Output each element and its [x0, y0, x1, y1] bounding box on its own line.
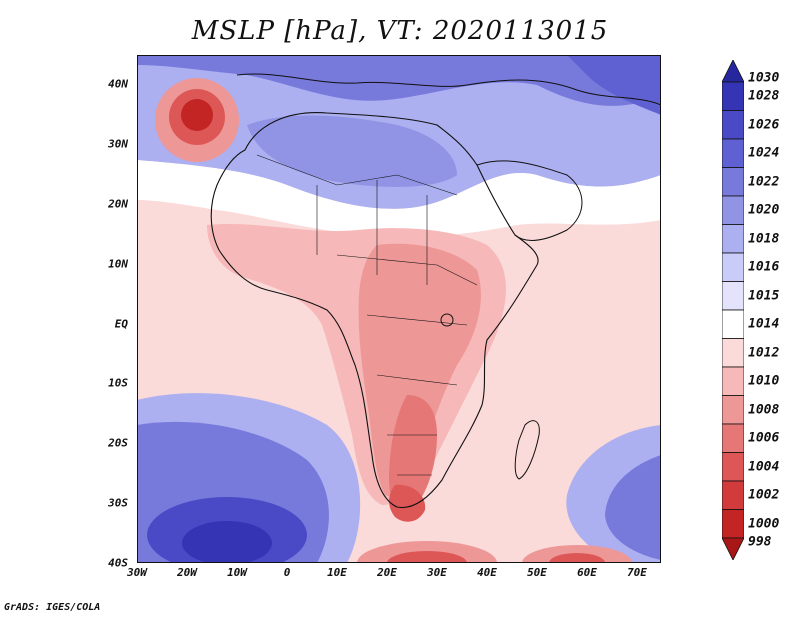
y-tick-label: EQ: [114, 317, 128, 331]
colorbar-label: 1002: [748, 487, 780, 503]
colorbar-label: 1016: [748, 259, 780, 275]
x-tick-label: 30W: [127, 566, 147, 579]
colorbar-label: 1004: [748, 459, 780, 475]
x-tick-label: 70E: [627, 566, 647, 579]
colorbar-segment: [722, 423, 744, 453]
footer-credit: GrADS: IGES/COLA: [4, 602, 101, 613]
colorbar-label: 1006: [748, 430, 780, 446]
lake-victoria: [440, 313, 454, 327]
colorbar-segment: [722, 224, 744, 254]
colorbar-label: 1028: [748, 88, 780, 104]
x-tick-label: 10W: [227, 566, 247, 579]
y-tick-label: 20N: [108, 197, 128, 211]
x-tick-label: 0: [283, 566, 291, 579]
africa-coastline: [210, 112, 539, 509]
colorbar-segment: [722, 281, 744, 311]
colorbar-label: 1014: [748, 316, 780, 332]
ne-high: [567, 55, 661, 115]
colorbar-segment: [722, 81, 744, 111]
colorbar-segment: [722, 252, 744, 282]
south-atlantic-high-center: [182, 521, 272, 563]
arabia-outline: [476, 160, 583, 241]
colorbar-segment: [722, 138, 744, 168]
colorbar-label: 1018: [748, 231, 780, 247]
x-tick-label: 50E: [527, 566, 547, 579]
country-borders: [256, 154, 478, 476]
colorbar-label: 1030: [748, 70, 780, 86]
colorbar-label: 1010: [748, 373, 780, 389]
x-tick-label: 40E: [477, 566, 497, 579]
cape-low: [389, 484, 426, 522]
sahara-high: [247, 115, 457, 187]
atlantic-low-core: [181, 99, 213, 131]
madagascar-outline: [514, 420, 540, 480]
x-tick-label: 10E: [327, 566, 347, 579]
colorbar-segment: [722, 110, 744, 140]
y-tick-label: 30S: [108, 496, 128, 510]
colorbar-segment: [722, 167, 744, 197]
y-tick-label: 40N: [108, 77, 128, 91]
north-high-core: [137, 55, 661, 106]
south-indian-high-core: [605, 455, 661, 560]
colorbar-top-arrow: [722, 60, 744, 83]
y-tick-label: 30N: [108, 137, 128, 151]
x-tick-label: 20W: [177, 566, 197, 579]
central-low: [358, 243, 481, 496]
y-tick-label: 40S: [108, 556, 128, 570]
colorbar-segment: [722, 366, 744, 396]
colorbar-label: 998: [748, 534, 772, 550]
colorbar-segment: [722, 509, 744, 539]
y-tick-label: 20S: [108, 436, 128, 450]
y-tick-label: 10N: [108, 257, 128, 271]
colorbar-segment: [722, 395, 744, 425]
x-tick-label: 60E: [577, 566, 597, 579]
pressure-map: [137, 55, 661, 563]
colorbar-label: 1000: [748, 516, 780, 532]
southern-low-2-core: [549, 553, 605, 563]
europe-coastline: [236, 73, 661, 106]
chart-title: MSLP [hPa], VT: 2020113015: [191, 16, 609, 46]
colorbar-segment: [722, 195, 744, 225]
colorbar-segment: [722, 480, 744, 510]
colorbar-segment: [722, 338, 744, 368]
colorbar-label: 1012: [748, 345, 780, 361]
colorbar-label: 1026: [748, 117, 780, 133]
southern-trough: [389, 395, 437, 511]
x-tick-label: 20E: [377, 566, 397, 579]
colorbar-label: 1024: [748, 145, 780, 161]
southern-low-1-core: [387, 551, 467, 563]
colorbar: [722, 60, 744, 560]
map-border: [137, 55, 661, 563]
y-tick-label: 10S: [108, 376, 128, 390]
colorbar-segment: [722, 452, 744, 482]
colorbar-bottom-arrow: [722, 537, 744, 560]
x-tick-label: 30E: [427, 566, 447, 579]
colorbar-label: 1015: [748, 288, 780, 304]
colorbar-label: 1020: [748, 202, 780, 218]
transition-band: [137, 160, 661, 237]
colorbar-segment: [722, 309, 744, 339]
colorbar-label: 1008: [748, 402, 780, 418]
colorbar-label: 1022: [748, 174, 780, 190]
